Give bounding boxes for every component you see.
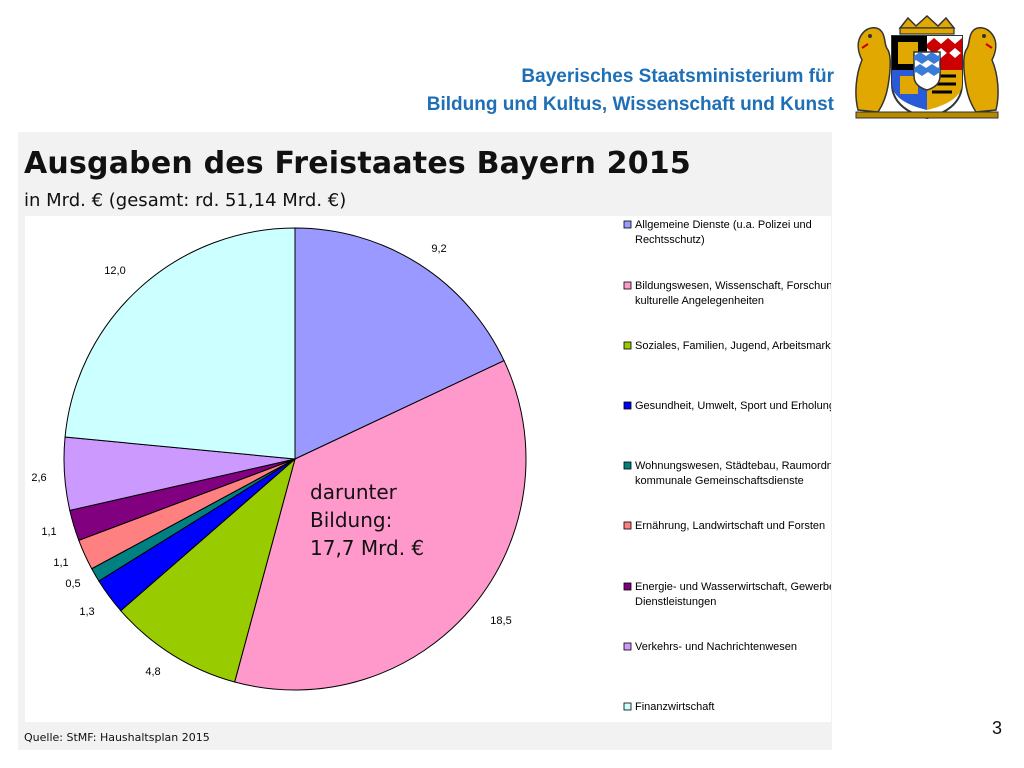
pie-slice-3 [120,457,296,683]
legend-swatch-8 [623,642,632,651]
pie-data-label-5: 0,5 [65,578,80,590]
legend-swatch-5 [623,461,632,470]
legend-swatch-2 [623,281,632,290]
legend-label-1-line-2: Rechtsschutz) [635,234,705,246]
legend-swatch-6 [623,521,632,530]
slide-title: Ausgaben des Freistaates Bayern 2015 [24,146,691,181]
legend-label-7: Energie- und Wasserwirtschaft, Gewerbe, [635,581,831,593]
ministry-name-line1: Bayerisches Staatsministerium für [521,66,834,87]
legend-label-7-line-2: Dienstleistungen [635,596,716,608]
pie-data-label-6: 1,1 [53,557,68,569]
pie-slice-2 [234,360,527,691]
pie-data-label-7: 1,1 [41,526,56,538]
pie-data-label-4: 1,3 [79,606,94,618]
source-note: Quelle: StMF: Haushaltsplan 2015 [24,731,210,744]
pie-slice-1 [294,227,505,460]
callout-line-2: Bildung: [310,508,393,532]
legend-label-5-line-2: kommunale Gemeinschaftsdienste [635,475,804,487]
legend-label-3: Soziales, Familien, Jugend, Arbeitsmarkt [635,340,831,352]
legend-label-5: Wohnungswesen, Städtebau, Raumordnung un… [635,460,831,472]
ministry-name-line2: Bildung und Kultus, Wissenschaft und Kun… [426,94,834,115]
callout-line-1: darunter [310,480,397,504]
page-number: 3 [992,718,1003,738]
legend-label-2-line-2: kulturelle Angelegenheiten [635,295,764,307]
legend-label-2: Bildungswesen, Wissenschaft, Forschung, [635,280,831,292]
pie-chart: 9,2 18,5 4,8 1,3 0,5 1,1 1,1 2,6 12,0 Allgemeine … [31,219,831,713]
bildung-callout: darunter Bildung: 17,7 Mrd. € [310,478,424,562]
bavarian-coat-of-arms-logo [855,14,999,120]
legend-swatch-3 [623,341,632,350]
pie-data-label-9: 12,0 [104,265,125,277]
legend-swatch-1 [623,220,632,229]
legend-label-6: Ernährung, Landwirtschaft und Forsten [635,520,825,532]
callout-line-3: 17,7 Mrd. € [310,536,425,560]
legend-label-1: Allgemeine Dienste (u.a. Polizei und [635,219,812,231]
legend-label-4: Gesundheit, Umwelt, Sport und Erholung [635,400,831,412]
legend-label-8: Verkehrs- und Nachrichtenwesen [635,641,797,653]
pie-data-label-8: 2,6 [31,472,46,484]
pie-slice-9 [64,227,296,460]
legend-label-9: Finanzwirtschaft [635,701,714,713]
pie-data-label-2: 18,5 [490,615,511,627]
pie-data-label-1: 9,2 [431,243,446,255]
slide-subtitle: in Mrd. € (gesamt: rd. 51,14 Mrd. €) [24,190,347,211]
legend-swatch-7 [623,582,632,591]
pie-data-label-3: 4,8 [145,666,160,678]
legend-swatch-4 [623,401,632,410]
legend-swatch-9 [623,702,632,711]
pie-chart-area: 9,2 18,5 4,8 1,3 0,5 1,1 1,1 2,6 12,0 Allgemeine … [25,216,831,722]
